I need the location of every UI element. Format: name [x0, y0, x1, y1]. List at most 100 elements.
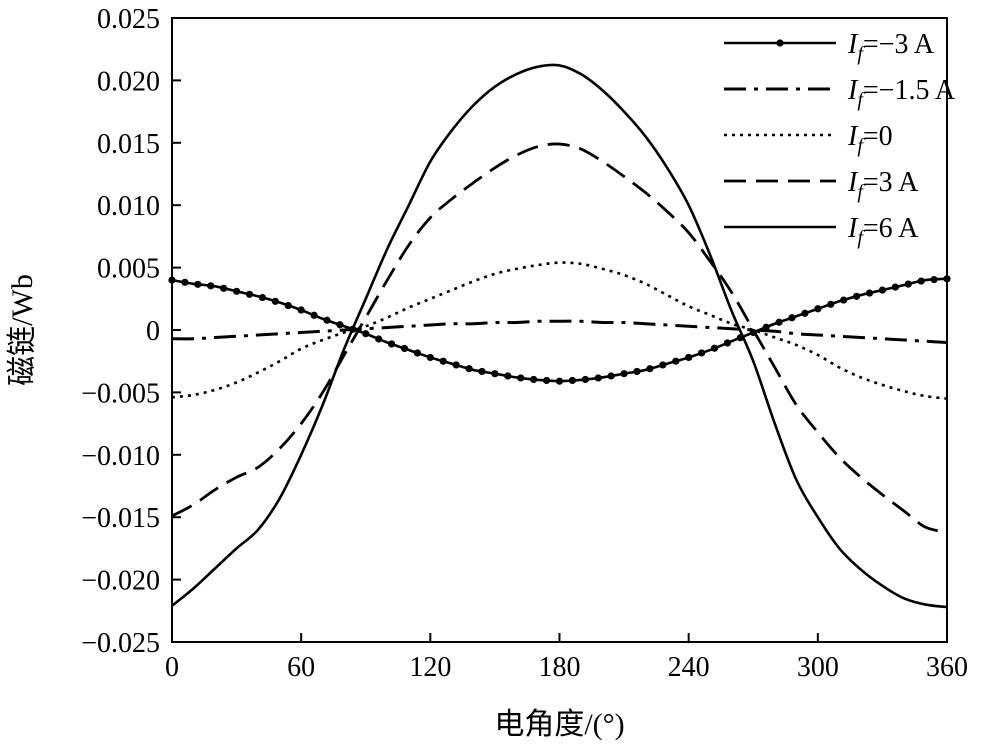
data-point [310, 311, 318, 319]
data-point [723, 339, 732, 347]
data-point [504, 372, 512, 380]
x-tick-label: 60 [287, 652, 315, 683]
legend-label-main: I [847, 29, 859, 60]
legend-label-value: =6 A [863, 213, 919, 244]
y-tick-label: 0.010 [97, 191, 160, 222]
data-point [775, 318, 783, 326]
data-point [478, 367, 486, 376]
data-point [801, 309, 809, 317]
data-point [672, 357, 680, 365]
legend-label-subscript: f [857, 135, 865, 157]
data-point [904, 280, 912, 288]
data-point [594, 374, 602, 382]
series-4 [171, 142, 948, 534]
legend-entry: If=−3 A [724, 29, 935, 65]
data-point [426, 353, 434, 362]
legend-marker [776, 39, 784, 47]
legend-label: If=−1.5 A [847, 75, 956, 111]
data-point [555, 377, 564, 385]
data-point [607, 372, 615, 380]
data-point [620, 370, 628, 378]
legend-label-subscript: f [857, 227, 865, 249]
legend-entry: If=3 A [724, 167, 919, 203]
axes-frame [171, 17, 948, 643]
data-point [930, 275, 938, 284]
y-tick-label: 0.015 [97, 129, 160, 160]
data-point [530, 375, 538, 384]
series-5 [171, 63, 948, 609]
y-tick-label: 0.025 [97, 4, 160, 35]
legend-entry: If=−1.5 A [724, 75, 956, 111]
data-point [865, 289, 874, 297]
y-axis-title: 磁链/Wb [6, 274, 39, 386]
legend-label-main: I [847, 213, 859, 244]
x-tick-label: 120 [409, 652, 451, 683]
data-point [323, 316, 331, 324]
x-axis-title: 电角度/(°) [494, 708, 624, 741]
data-point [465, 365, 473, 373]
y-tick-label: −0.025 [81, 628, 160, 659]
legend-entry: If=6 A [724, 213, 919, 249]
data-point [762, 323, 770, 331]
data-point [542, 376, 551, 385]
legend-label: If=3 A [847, 167, 919, 203]
data-point [271, 297, 279, 305]
y-tick-label: 0 [146, 316, 160, 347]
legend-label-main: I [847, 167, 859, 198]
legend-label-main: I [847, 121, 859, 152]
legend-label-value: =3 A [863, 167, 919, 198]
data-point [220, 284, 228, 292]
data-point [439, 357, 447, 365]
x-tick-label: 180 [539, 652, 581, 683]
legend-label-value: =0 [863, 121, 893, 152]
legend-entry: If=0 [724, 121, 893, 157]
data-point [917, 277, 925, 285]
legend-label: If=0 [847, 121, 893, 157]
data-point [491, 370, 499, 378]
y-tick-label: 0.005 [97, 254, 160, 285]
data-point [336, 321, 344, 329]
legend-label-main: I [847, 75, 859, 106]
data-point [891, 283, 899, 291]
data-point [878, 286, 887, 294]
data-point [194, 280, 202, 288]
legend-label-value: =−1.5 A [863, 75, 956, 106]
data-point [258, 293, 267, 302]
data-point [633, 367, 641, 376]
data-point [852, 292, 861, 300]
series-line [171, 319, 948, 344]
legend-label: If=−3 A [847, 29, 935, 65]
legend-label-subscript: f [857, 43, 865, 65]
y-tick-label: −0.015 [81, 503, 160, 534]
x-tick-label: 360 [926, 652, 968, 683]
data-point [387, 340, 396, 348]
series-1 [168, 275, 951, 385]
data-point [284, 301, 292, 310]
data-point [297, 306, 305, 314]
data-point [362, 330, 370, 338]
data-point [685, 353, 693, 362]
legend-label: If=6 A [847, 213, 919, 249]
data-point [581, 375, 589, 384]
x-tick-label: 300 [797, 652, 839, 683]
data-point [517, 374, 525, 382]
series-2 [171, 319, 948, 344]
data-point [827, 300, 835, 308]
data-point [659, 361, 667, 369]
data-point [400, 344, 409, 353]
data-point [697, 349, 706, 357]
legend-label-subscript: f [857, 89, 865, 111]
series-line [171, 63, 948, 609]
series-line [171, 142, 948, 534]
data-point [840, 296, 848, 304]
data-point [232, 287, 241, 295]
data-point [452, 361, 460, 369]
x-tick-label: 0 [165, 652, 179, 683]
data-point [181, 278, 189, 286]
data-point [245, 290, 254, 298]
data-point [788, 314, 796, 322]
x-tick-label: 240 [668, 652, 710, 683]
series-line [171, 261, 948, 400]
